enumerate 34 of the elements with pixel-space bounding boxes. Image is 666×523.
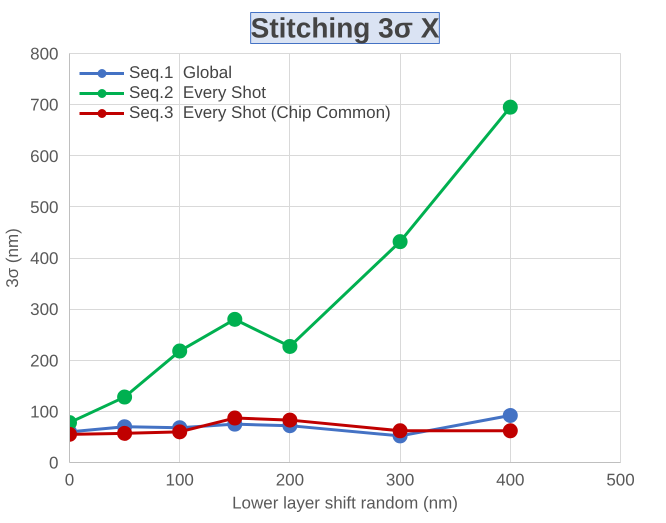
y-tick-label: 200	[30, 351, 59, 370]
x-tick-label: 500	[606, 470, 635, 490]
y-axis-title: 3σ (nm)	[3, 228, 22, 288]
chart-title: Stitching 3σ X	[250, 12, 440, 44]
y-tick-label: 400	[30, 249, 59, 268]
legend-label: Seq.2 Every Shot	[129, 83, 266, 103]
point	[282, 412, 298, 428]
x-tick-label: 300	[386, 470, 414, 490]
y-tick-label: 500	[30, 198, 59, 217]
point	[392, 423, 408, 438]
y-tick-label: 800	[30, 44, 59, 64]
x-axis-title: Lower layer shift random (nm)	[232, 494, 458, 512]
point	[117, 426, 132, 441]
point	[117, 390, 132, 405]
y-tick-label: 100	[30, 402, 59, 422]
point	[227, 410, 242, 426]
point	[392, 234, 408, 250]
y-tick-label: 0	[49, 454, 59, 472]
x-tick-label: 100	[166, 470, 194, 490]
x-tick-label: 400	[496, 470, 524, 490]
x-tick-label: 0	[64, 470, 74, 490]
legend-label: Seq.1 Global	[129, 63, 232, 83]
point	[502, 100, 518, 115]
point	[172, 344, 188, 359]
y-tick-label: 600	[30, 146, 59, 166]
x-tick-label: 200	[276, 470, 304, 490]
point	[172, 424, 188, 440]
point	[502, 423, 518, 438]
point	[227, 312, 242, 327]
y-tick-label: 300	[30, 300, 59, 320]
point	[282, 338, 298, 354]
point	[502, 408, 518, 423]
legend-label: Seq.3 Every Shot (Chip Common)	[129, 103, 391, 123]
y-tick-label: 700	[30, 96, 59, 115]
